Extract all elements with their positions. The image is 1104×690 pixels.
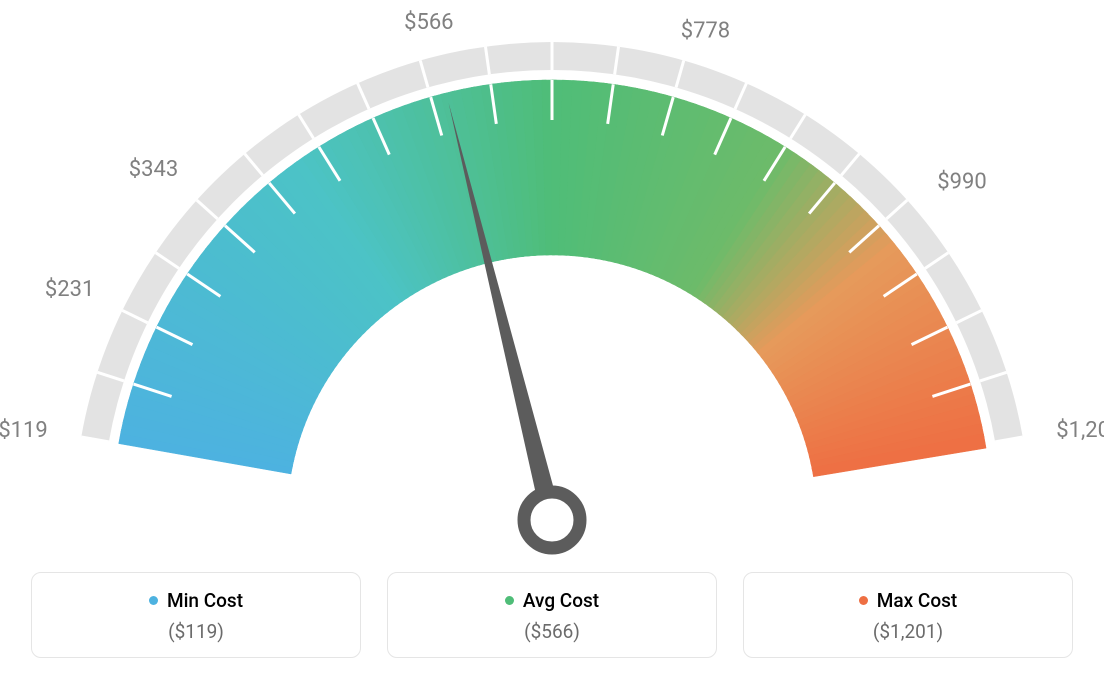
dot-icon [505,596,514,605]
legend-value: ($1,201) [744,620,1072,643]
legend-value: ($119) [32,620,360,643]
legend-card-max: Max Cost ($1,201) [743,572,1073,658]
dot-icon [149,596,158,605]
scale-label: $1,201 [1056,418,1104,443]
scale-label: $343 [129,157,178,182]
gauge-hub [524,492,580,548]
legend-row: Min Cost ($119) Avg Cost ($566) Max Cost… [0,572,1104,658]
cost-gauge: $119 $231 $343 $566 $778 $990 $1,201 [0,0,1104,560]
legend-value: ($566) [388,620,716,643]
legend-card-avg: Avg Cost ($566) [387,572,717,658]
legend-card-min: Min Cost ($119) [31,572,361,658]
gauge-arc [119,80,986,477]
scale-label: $990 [937,170,986,195]
legend-label: Min Cost [167,589,243,612]
dot-icon [859,596,868,605]
legend-label: Avg Cost [523,589,599,612]
gauge-svg: $119 $231 $343 $566 $778 $990 $1,201 [0,0,1104,560]
scale-label: $231 [45,277,94,302]
scale-label: $566 [404,10,453,35]
scale-label: $119 [0,418,48,443]
scale-label: $778 [681,18,730,43]
legend-label: Max Cost [877,589,957,612]
